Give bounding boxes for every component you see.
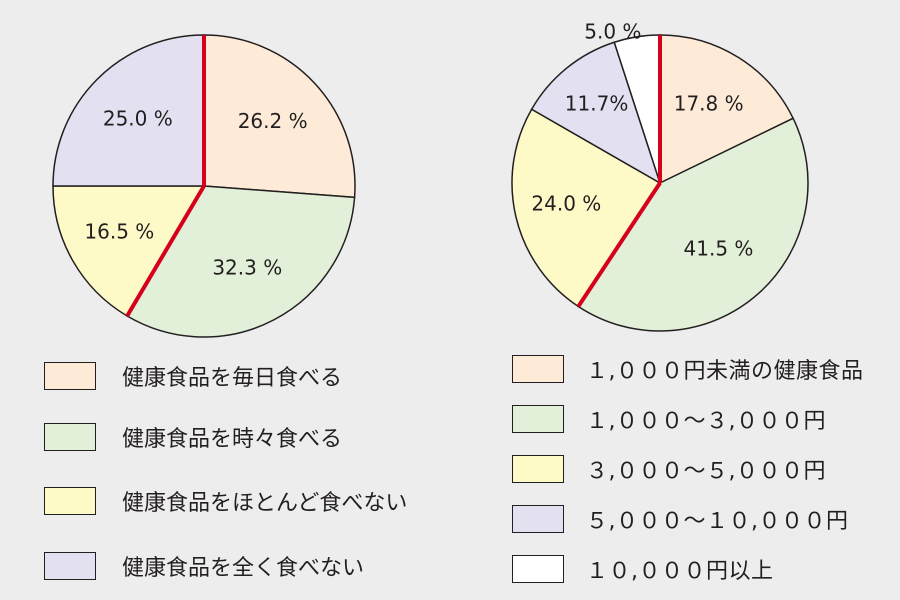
legend-swatch <box>512 355 564 383</box>
legend-item-sometimes: 健康食品を時々食べる <box>44 421 342 453</box>
legend-label: 健康食品をほとんど食べない <box>122 491 408 516</box>
legend-item-1000-3000: １,０００～３,０００円 <box>512 403 826 435</box>
legend-item-rarely: 健康食品をほとんど食べない <box>44 485 407 517</box>
data-label-under-1000: 17.8 % <box>674 92 744 116</box>
pie-slice-under-1000 <box>659 34 795 185</box>
legend-swatch <box>512 405 564 433</box>
legend-swatch <box>44 362 96 390</box>
pie-slice-3000-5000 <box>511 108 662 308</box>
legend-swatch <box>512 505 564 533</box>
pie-slice-5000-10000 <box>530 41 662 185</box>
highlight-divider <box>125 184 206 317</box>
data-label-sometimes: 32.3 % <box>212 256 282 280</box>
pie-slice-rarely <box>52 185 206 317</box>
legend-label: １,０００円未満の健康食品 <box>586 359 864 384</box>
legend-label: 健康食品を時々食べる <box>122 427 343 452</box>
legend-item-5000-10000: ５,０００～１０,０００円 <box>512 503 849 535</box>
data-label-3000-5000: 24.0 % <box>531 192 601 216</box>
legend-label: １０,０００円以上 <box>586 559 774 584</box>
legend-swatch <box>512 555 564 583</box>
legend-label: ３,０００～５,０００円 <box>586 459 826 484</box>
legend-item-never: 健康食品を全く食べない <box>44 550 364 582</box>
legend-item-daily: 健康食品を毎日食べる <box>44 360 342 392</box>
data-label-over-10000: 5.0 % <box>584 19 641 43</box>
legend-item-under-1000: １,０００円未満の健康食品 <box>512 353 864 385</box>
highlight-divider <box>576 181 662 308</box>
data-label-1000-3000: 41.5 % <box>684 236 754 260</box>
legend-swatch <box>44 552 96 580</box>
pie-slice-daily <box>203 34 356 199</box>
data-label-rarely: 16.5 % <box>84 220 154 244</box>
data-label-never: 25.0 % <box>103 106 173 130</box>
legend-label: 健康食品を毎日食べる <box>122 366 343 391</box>
data-label-5000-10000: 11.7% <box>565 91 629 115</box>
legend-swatch <box>512 455 564 483</box>
legend-item-3000-5000: ３,０００～５,０００円 <box>512 453 826 485</box>
data-label-daily: 26.2 % <box>238 109 308 133</box>
pie-chart-right: 17.8 % 41.5 % 24.0 % 11.7% 5.0 % <box>511 19 809 332</box>
pie-slice-never <box>52 34 205 187</box>
legend-item-over-10000: １０,０００円以上 <box>512 553 774 585</box>
legend-label: １,０００～３,０００円 <box>586 409 826 434</box>
legend-swatch <box>44 423 96 451</box>
pie-slice-1000-3000 <box>577 117 809 332</box>
legend-swatch <box>44 487 96 515</box>
legend-label: ５,０００～１０,０００円 <box>586 509 849 534</box>
legend-label: 健康食品を全く食べない <box>122 556 365 581</box>
pie-chart-left: 26.2 % 32.3 % 16.5 % 25.0 % <box>52 34 356 338</box>
